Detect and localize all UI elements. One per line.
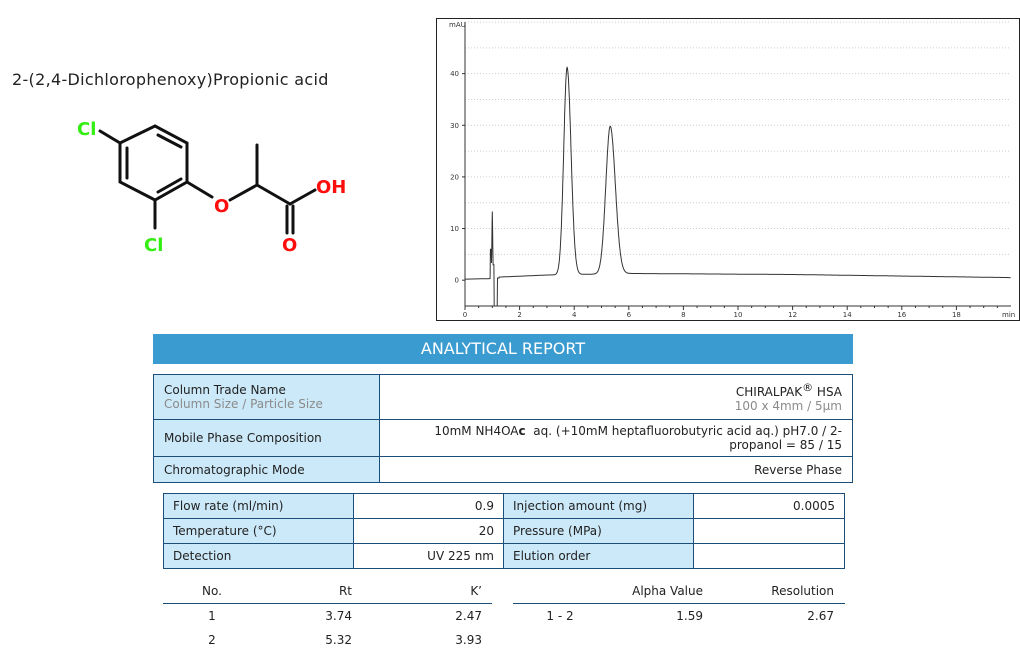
x-tick-label: 10 [734,311,743,319]
mobile-phase-row: Mobile Phase Composition 10mM NH4OAc aq.… [153,419,853,457]
peak-no: 1 [208,609,216,623]
chromatogram-trace [465,66,1011,307]
peak-k: 3.93 [455,633,482,647]
mode-label: Chromatographic Mode [153,456,380,483]
condition-row: Detection UV 225 nm Elution order [163,543,845,569]
header-no: No. [202,584,222,598]
chromatogram: 0 2 4 6 8 10 12 14 16 18 0 10 20 30 40 mAU min [436,18,1020,321]
x-tick-label: 2 [517,311,521,319]
divider [163,603,492,604]
molecule-structure: Cl Cl O OH O [77,119,346,256]
y-tick-label: 0 [455,277,459,285]
y-tick-label: 40 [450,70,459,78]
x-tick-label: 6 [627,311,632,319]
mode-value: Reverse Phase [379,456,853,483]
resolution-value: 2.67 [807,609,834,623]
x-axis-label: min [1002,311,1015,319]
mode-row: Chromatographic Mode Reverse Phase [153,456,853,483]
x-tick-label: 16 [897,311,906,319]
hydroxyl-label: OH [316,177,346,198]
peak-k: 2.47 [455,609,482,623]
peak-rt: 5.32 [325,633,352,647]
condition-row: Temperature (°C) 20 Pressure (MPa) [163,518,845,544]
column-label: Column Trade Name [164,383,286,397]
y-tick-label: 20 [450,173,459,181]
x-tick-label: 4 [572,311,577,319]
column-size: 100 x 4mm / 5µm [734,399,842,413]
report-banner: ANALYTICAL REPORT [153,334,853,364]
oxygen-label: O [282,235,297,256]
conditions-table: Flow rate (ml/min) 0.9 Injection amount … [163,493,845,569]
y-tick-label: 30 [450,122,459,130]
column-name: CHIRALPAK® HSA [735,381,842,399]
header-k: K’ [470,584,482,598]
header-alpha: Alpha Value [632,584,703,598]
column-info-table: Column Trade Name Column Size / Particle … [153,374,853,483]
benzene-ring [118,124,189,202]
x-tick-label: 14 [843,311,852,319]
y-tick-label: 10 [450,225,459,233]
header-rt: Rt [338,584,352,598]
x-tick-label: 12 [788,311,797,319]
x-tick-label: 8 [681,311,685,319]
chlorine-label: Cl [144,235,163,256]
alpha-value: 1.59 [676,609,703,623]
mobile-phase-value: 10mM NH4OAc aq. (+10mM heptafluorobutyri… [379,419,853,457]
pair-label: 1 - 2 [546,609,574,623]
column-size-label: Column Size / Particle Size [164,397,323,411]
chart-frame [436,18,1020,321]
x-tick-label: 0 [463,311,467,319]
peak-rt: 3.74 [325,609,352,623]
divider [513,603,845,604]
compound-name: 2-(2,4-Dichlorophenoxy)Propionic acid [12,70,329,89]
oxygen-label: O [214,196,229,217]
peak-no: 2 [208,633,216,647]
condition-row: Flow rate (ml/min) 0.9 Injection amount … [163,493,845,519]
chlorine-label: Cl [77,119,96,140]
column-row: Column Trade Name Column Size / Particle … [153,374,853,420]
header-resolution: Resolution [771,584,834,598]
y-axis-label: mAU [449,21,466,29]
mobile-phase-label: Mobile Phase Composition [153,419,380,457]
x-tick-label: 18 [952,311,961,319]
